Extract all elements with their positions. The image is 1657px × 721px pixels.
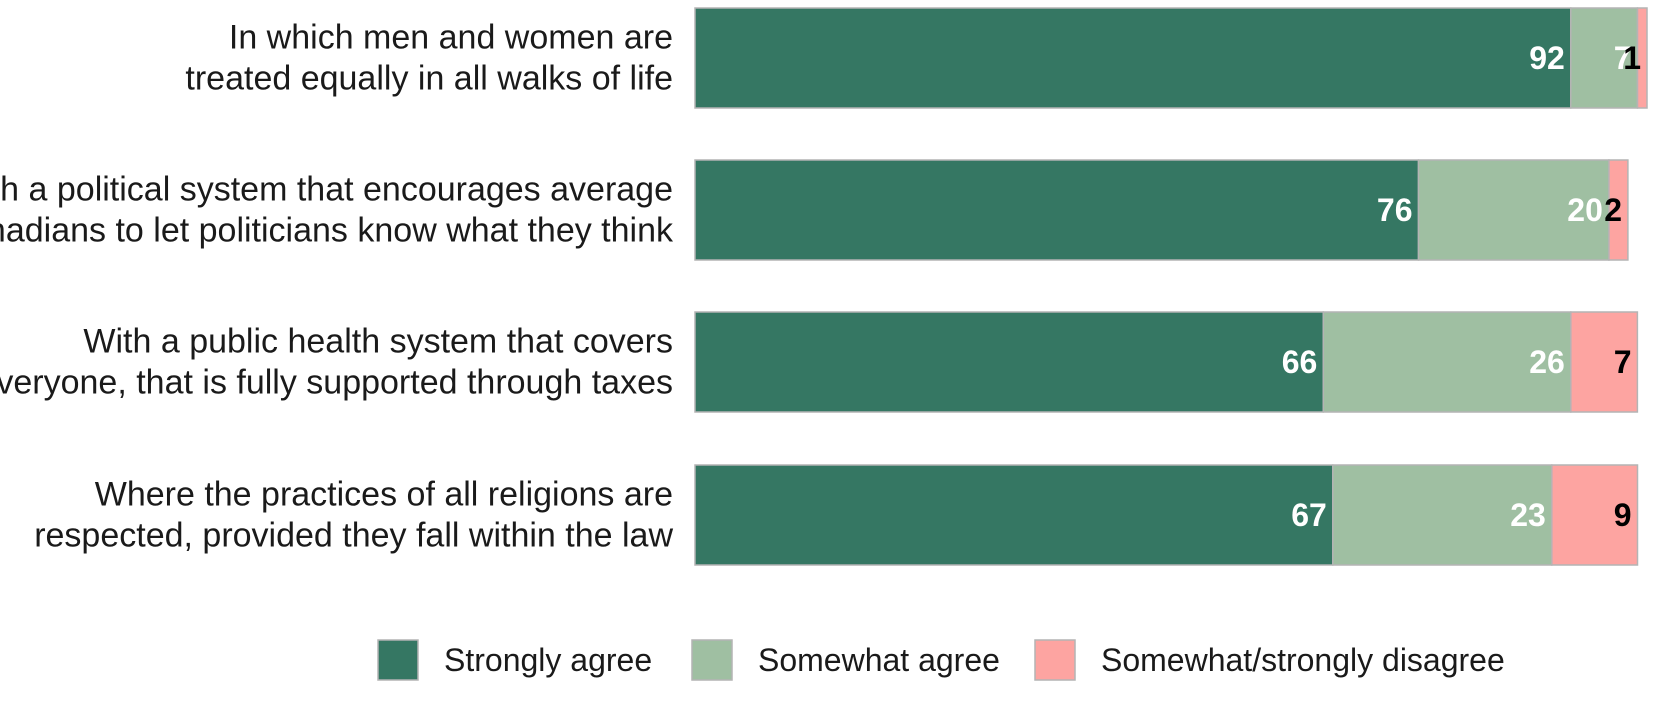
data-label-4-2: 23 <box>1510 497 1546 533</box>
data-label-1-1: 92 <box>1529 40 1565 76</box>
data-label-1-3: 1 <box>1623 40 1641 76</box>
data-label-1-2: 7 <box>1614 40 1632 76</box>
bar-segment-2-1 <box>694 159 1420 261</box>
legend-label-1: Strongly agree <box>444 642 652 678</box>
legend-label-2: Somewhat agree <box>758 642 1000 678</box>
legend-label-3: Somewhat/strongly disagree <box>1101 642 1505 678</box>
data-label-4-1: 67 <box>1291 497 1327 533</box>
bar-segment-4-2 <box>1332 464 1553 566</box>
data-label-2-3: 2 <box>1604 192 1622 228</box>
data-label-2-1: 76 <box>1377 192 1413 228</box>
legend-swatch-3 <box>1034 639 1076 681</box>
category-label-1-line-1: In which men and women are <box>229 19 673 57</box>
bar-segment-2-3 <box>1608 159 1629 261</box>
data-label-3-3: 7 <box>1614 344 1632 380</box>
category-label-4-line-1: Where the practices of all religions are <box>95 476 673 514</box>
legend-swatch-1 <box>377 639 419 681</box>
bar-segment-1-3 <box>1636 7 1648 109</box>
bar-segment-3-1 <box>694 311 1325 413</box>
bar-segment-4-1 <box>694 464 1334 566</box>
bar-segment-1-2 <box>1570 7 1639 109</box>
bar-segment-3-2 <box>1322 311 1572 413</box>
bar-segment-3-3 <box>1570 311 1639 413</box>
category-label-1-line-2: treated equally in all walks of life <box>185 60 673 98</box>
data-label-2-2: 20 <box>1567 192 1603 228</box>
bar-segment-1-1 <box>694 7 1572 109</box>
bar-segment-4-3 <box>1551 464 1639 566</box>
category-label-4-line-2: respected, provided they fall within the… <box>34 517 673 555</box>
legend-swatch-2 <box>691 639 733 681</box>
data-label-4-3: 9 <box>1614 497 1632 533</box>
data-label-3-2: 26 <box>1529 344 1565 380</box>
category-label-3-line-1: With a public health system that covers <box>83 323 673 361</box>
category-label-3-line-2: everyone, that is fully supported throug… <box>0 364 673 402</box>
category-label-2-line-1: With a political system that encourages … <box>0 171 673 209</box>
data-label-3-1: 66 <box>1282 344 1318 380</box>
legend: Strongly agree Somewhat agree Somewhat/str… <box>377 639 1505 681</box>
category-label-2-line-2: Canadians to let politicians know what t… <box>0 212 674 250</box>
